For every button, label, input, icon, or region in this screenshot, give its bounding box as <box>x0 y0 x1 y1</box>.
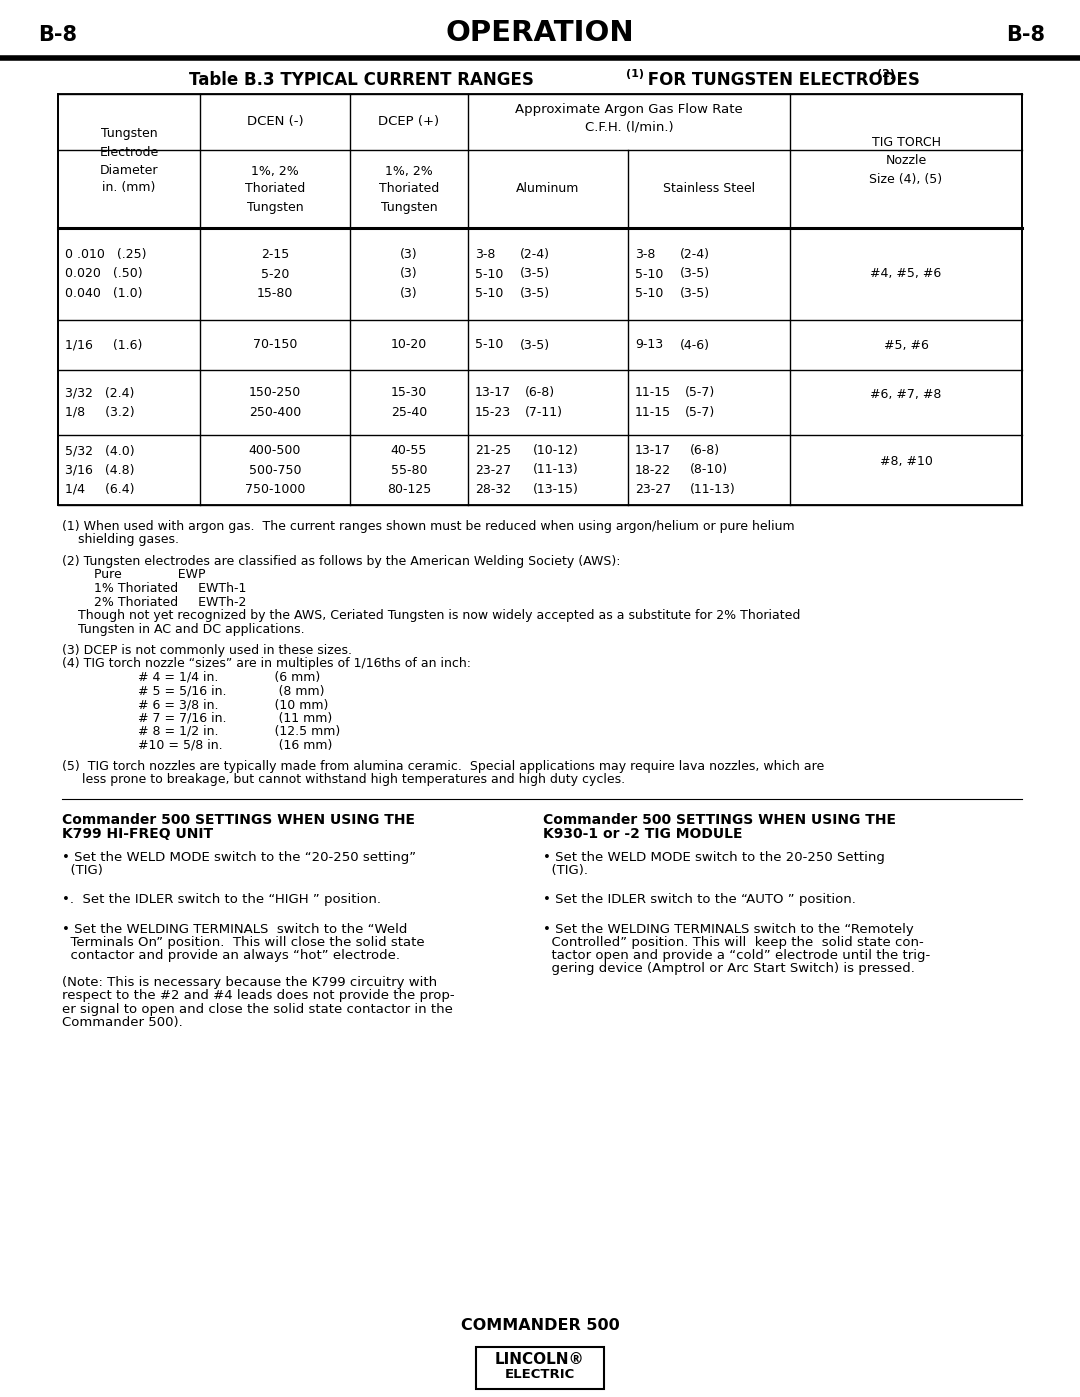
Text: 5/32   (4.0)
3/16   (4.8)
1/4     (6.4): 5/32 (4.0) 3/16 (4.8) 1/4 (6.4) <box>65 444 135 496</box>
Text: (2-4)
(3-5)
(3-5): (2-4) (3-5) (3-5) <box>680 249 711 300</box>
Text: (TIG).: (TIG). <box>543 865 588 877</box>
Text: (5)  TIG torch nozzles are typically made from alumina ceramic.  Special applica: (5) TIG torch nozzles are typically made… <box>62 760 824 773</box>
Text: (3) DCEP is not commonly used in these sizes.: (3) DCEP is not commonly used in these s… <box>62 644 352 657</box>
Text: OPERATION: OPERATION <box>446 20 634 47</box>
Text: er signal to open and close the solid state contactor in the: er signal to open and close the solid st… <box>62 1003 453 1016</box>
Text: # 4 = 1/4 in.              (6 mm): # 4 = 1/4 in. (6 mm) <box>62 671 321 685</box>
Text: (2-4)
(3-5)
(3-5): (2-4) (3-5) (3-5) <box>519 249 550 300</box>
Text: 3/32   (2.4)
1/8     (3.2): 3/32 (2.4) 1/8 (3.2) <box>65 386 135 419</box>
Text: 400-500
500-750
750-1000: 400-500 500-750 750-1000 <box>245 444 306 496</box>
Text: 9-13: 9-13 <box>635 338 663 352</box>
Text: Tungsten
Electrode
Diameter
in. (mm): Tungsten Electrode Diameter in. (mm) <box>99 127 159 194</box>
Text: gering device (Amptrol or Arc Start Switch) is pressed.: gering device (Amptrol or Arc Start Swit… <box>543 963 915 975</box>
Text: Pure              EWP: Pure EWP <box>62 569 205 581</box>
Text: (4) TIG torch nozzle “sizes” are in multiples of 1/16ths of an inch:: (4) TIG torch nozzle “sizes” are in mult… <box>62 658 471 671</box>
Text: 1/16     (1.6): 1/16 (1.6) <box>65 338 143 352</box>
Text: (10-12)
(11-13)
(13-15): (10-12) (11-13) (13-15) <box>534 444 579 496</box>
Text: less prone to breakage, but cannot withstand high temperatures and high duty cyc: less prone to breakage, but cannot withs… <box>62 774 625 787</box>
Text: # 7 = 7/16 in.             (11 mm): # 7 = 7/16 in. (11 mm) <box>62 711 333 725</box>
Text: 0 .010   (.25)
0.020   (.50)
0.040   (1.0): 0 .010 (.25) 0.020 (.50) 0.040 (1.0) <box>65 249 147 300</box>
Text: 13-17
15-23: 13-17 15-23 <box>475 386 511 419</box>
Text: 1% Thoriated     EWTh-1: 1% Thoriated EWTh-1 <box>62 583 246 595</box>
Text: 11-15
11-15: 11-15 11-15 <box>635 386 671 419</box>
Text: • Set the WELD MODE switch to the “20-250 setting”: • Set the WELD MODE switch to the “20-25… <box>62 851 416 863</box>
Text: (Note: This is necessary because the K799 circuitry with: (Note: This is necessary because the K79… <box>62 977 437 989</box>
Text: • Set the WELDING TERMINALS switch to the “Remotely: • Set the WELDING TERMINALS switch to th… <box>543 922 914 936</box>
Text: • Set the WELD MODE switch to the 20-250 Setting: • Set the WELD MODE switch to the 20-250… <box>543 851 885 863</box>
Text: 13-17
18-22
23-27: 13-17 18-22 23-27 <box>635 444 671 496</box>
Text: 2% Thoriated     EWTh-2: 2% Thoriated EWTh-2 <box>62 595 246 609</box>
Text: #4, #5, #6: #4, #5, #6 <box>870 267 942 281</box>
Text: (3)
(3)
(3): (3) (3) (3) <box>401 249 418 300</box>
Text: Terminals On” position.  This will close the solid state: Terminals On” position. This will close … <box>62 936 424 949</box>
Text: tactor open and provide a “cold” electrode until the trig-: tactor open and provide a “cold” electro… <box>543 949 930 963</box>
Bar <box>58 94 1022 504</box>
Text: respect to the #2 and #4 leads does not provide the prop-: respect to the #2 and #4 leads does not … <box>62 989 455 1003</box>
Text: FOR TUNGSTEN ELECTRODES: FOR TUNGSTEN ELECTRODES <box>642 71 920 89</box>
Text: (5-7)
(5-7): (5-7) (5-7) <box>685 386 715 419</box>
Text: B-8: B-8 <box>1005 25 1045 45</box>
Text: 3-8
5-10
5-10: 3-8 5-10 5-10 <box>475 249 503 300</box>
Text: DCEP (+): DCEP (+) <box>378 116 440 129</box>
Text: # 6 = 3/8 in.              (10 mm): # 6 = 3/8 in. (10 mm) <box>62 698 328 711</box>
Text: (2): (2) <box>877 68 895 80</box>
Text: #8, #10: #8, #10 <box>879 455 932 468</box>
Text: • Set the WELDING TERMINALS  switch to the “Weld: • Set the WELDING TERMINALS switch to th… <box>62 922 407 936</box>
Text: # 8 = 1/2 in.              (12.5 mm): # 8 = 1/2 in. (12.5 mm) <box>62 725 340 738</box>
Text: DCEN (-): DCEN (-) <box>246 116 303 129</box>
Text: (3-5): (3-5) <box>519 338 550 352</box>
Text: (2) Tungsten electrodes are classified as follows by the American Welding Societ: (2) Tungsten electrodes are classified a… <box>62 555 621 569</box>
Text: •.  Set the IDLER switch to the “HIGH ” position.: •. Set the IDLER switch to the “HIGH ” p… <box>62 894 381 907</box>
Text: TIG TORCH
Nozzle
Size (4), (5): TIG TORCH Nozzle Size (4), (5) <box>869 137 943 186</box>
Text: Commander 500).: Commander 500). <box>62 1016 183 1028</box>
Text: Commander 500 SETTINGS WHEN USING THE: Commander 500 SETTINGS WHEN USING THE <box>543 813 896 827</box>
Text: • Set the IDLER switch to the “AUTO ” position.: • Set the IDLER switch to the “AUTO ” po… <box>543 894 855 907</box>
Text: # 5 = 5/16 in.             (8 mm): # 5 = 5/16 in. (8 mm) <box>62 685 324 697</box>
Text: K799 HI-FREQ UNIT: K799 HI-FREQ UNIT <box>62 827 213 841</box>
Text: ELECTRIC: ELECTRIC <box>504 1368 576 1380</box>
Text: 3-8
5-10
5-10: 3-8 5-10 5-10 <box>635 249 663 300</box>
Text: contactor and provide an always “hot” electrode.: contactor and provide an always “hot” el… <box>62 949 400 963</box>
Text: Stainless Steel: Stainless Steel <box>663 183 755 196</box>
Text: Though not yet recognized by the AWS, Ceriated Tungsten is now widely accepted a: Though not yet recognized by the AWS, Ce… <box>62 609 800 622</box>
Text: Commander 500 SETTINGS WHEN USING THE: Commander 500 SETTINGS WHEN USING THE <box>62 813 415 827</box>
Text: COMMANDER 500: COMMANDER 500 <box>461 1317 619 1333</box>
Text: Tungsten in AC and DC applications.: Tungsten in AC and DC applications. <box>62 623 305 636</box>
Text: 15-30
25-40: 15-30 25-40 <box>391 386 427 419</box>
Text: LINCOLN®: LINCOLN® <box>495 1351 585 1366</box>
Text: 5-10: 5-10 <box>475 338 503 352</box>
Text: 1%, 2%
Thoriated
Tungsten: 1%, 2% Thoriated Tungsten <box>245 165 306 214</box>
Text: (6-8)
(7-11): (6-8) (7-11) <box>525 386 563 419</box>
Text: 21-25
23-27
28-32: 21-25 23-27 28-32 <box>475 444 511 496</box>
Text: Controlled” position. This will  keep the  solid state con-: Controlled” position. This will keep the… <box>543 936 923 949</box>
Text: #6, #7, #8: #6, #7, #8 <box>870 388 942 401</box>
Text: (TIG): (TIG) <box>62 865 103 877</box>
Text: 10-20: 10-20 <box>391 338 427 352</box>
Text: Aluminum: Aluminum <box>516 183 580 196</box>
Text: K930-1 or -2 TIG MODULE: K930-1 or -2 TIG MODULE <box>543 827 743 841</box>
Text: (4-6): (4-6) <box>680 338 710 352</box>
Text: shielding gases.: shielding gases. <box>62 534 179 546</box>
Text: 150-250
250-400: 150-250 250-400 <box>248 386 301 419</box>
Bar <box>476 1347 604 1389</box>
Text: Table B.3 TYPICAL CURRENT RANGES: Table B.3 TYPICAL CURRENT RANGES <box>189 71 534 89</box>
Text: #5, #6: #5, #6 <box>883 338 929 352</box>
Text: 2-15
5-20
15-80: 2-15 5-20 15-80 <box>257 249 293 300</box>
Text: 70-150: 70-150 <box>253 338 297 352</box>
Text: 40-55
55-80
80-125: 40-55 55-80 80-125 <box>387 444 431 496</box>
Text: 1%, 2%
Thoriated
Tungsten: 1%, 2% Thoriated Tungsten <box>379 165 440 214</box>
Text: B-8: B-8 <box>38 25 77 45</box>
Text: Approximate Argon Gas Flow Rate
C.F.H. (l/min.): Approximate Argon Gas Flow Rate C.F.H. (… <box>515 103 743 133</box>
Text: #10 = 5/8 in.              (16 mm): #10 = 5/8 in. (16 mm) <box>62 739 333 752</box>
Text: (1): (1) <box>626 68 644 80</box>
Text: (1) When used with argon gas.  The current ranges shown must be reduced when usi: (1) When used with argon gas. The curren… <box>62 520 795 534</box>
Text: (6-8)
(8-10)
(11-13): (6-8) (8-10) (11-13) <box>690 444 735 496</box>
